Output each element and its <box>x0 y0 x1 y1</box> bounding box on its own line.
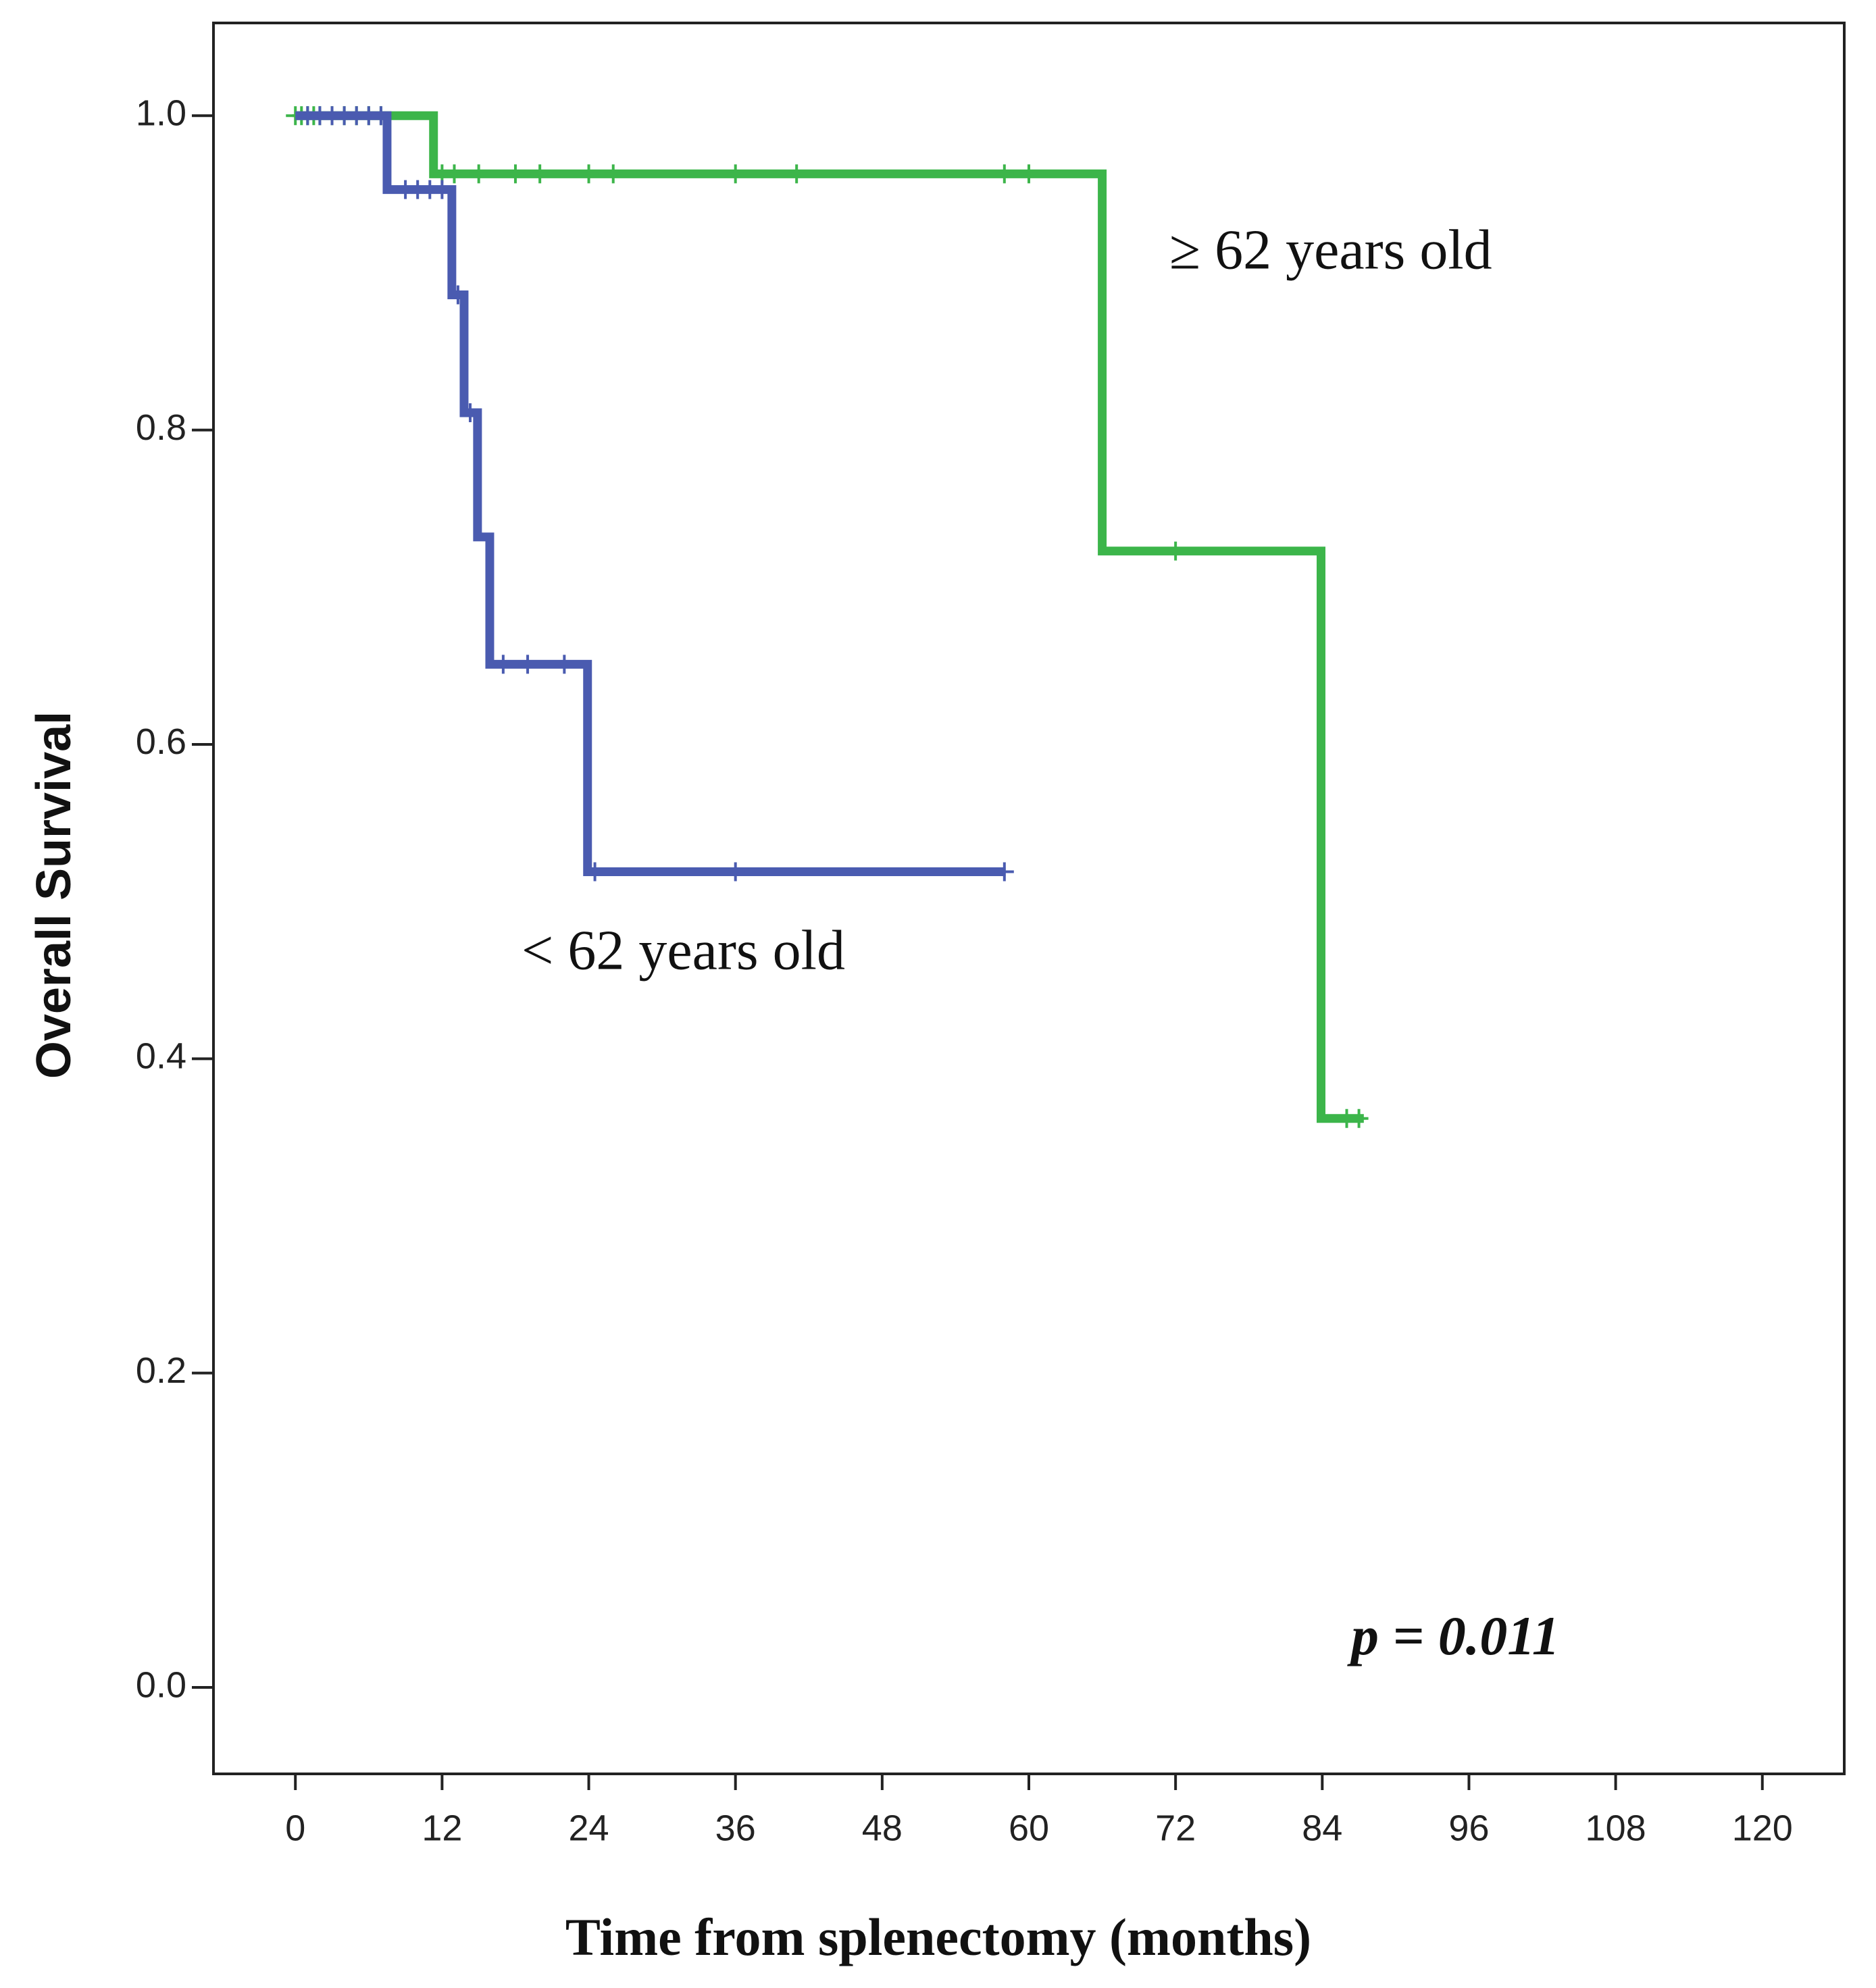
censor-mark <box>603 164 623 184</box>
x-tick-label: 24 <box>569 1808 609 1848</box>
x-tick-label: 36 <box>715 1808 756 1848</box>
x-tick-label: 84 <box>1302 1808 1342 1848</box>
survival-curve <box>295 111 1006 876</box>
censor-mark <box>726 862 745 882</box>
censor-mark <box>518 655 538 674</box>
p-value: p = 0.011 <box>1347 1605 1560 1666</box>
survival-curve <box>295 111 1364 1123</box>
censor-mark <box>371 106 390 126</box>
censor-mark <box>1166 541 1186 561</box>
censor-mark <box>994 862 1014 882</box>
censor-mark <box>994 164 1014 184</box>
x-tick-label: 96 <box>1448 1808 1489 1848</box>
censor-mark <box>469 164 488 184</box>
x-axis-label: Time from splenectomy (months) <box>565 1908 1311 1966</box>
censor-mark <box>787 164 807 184</box>
x-tick-label: 120 <box>1732 1808 1793 1848</box>
y-tick-label: 0.4 <box>136 1036 186 1077</box>
censor-mark <box>448 285 467 305</box>
censor-mark <box>493 655 513 674</box>
y-tick-label: 0.0 <box>136 1664 186 1705</box>
x-tick-label: 72 <box>1155 1808 1196 1848</box>
y-tick-label: 1.0 <box>136 93 186 134</box>
x-tick-label: 12 <box>422 1808 462 1848</box>
censor-mark <box>585 862 605 882</box>
censor-mark <box>555 655 574 674</box>
censor-mark <box>461 403 480 423</box>
x-tick-label: 48 <box>862 1808 903 1848</box>
x-tick-label: 60 <box>1009 1808 1049 1848</box>
series-label: < 62 years old <box>522 919 845 982</box>
x-tick-label: 0 <box>285 1808 305 1848</box>
censor-mark <box>1019 164 1038 184</box>
censor-mark <box>530 164 550 184</box>
censor-mark <box>432 180 452 199</box>
y-axis-label: Overall Survival <box>27 711 81 1079</box>
y-tick-label: 0.8 <box>136 407 186 448</box>
censor-mark <box>579 164 599 184</box>
censor-mark <box>505 164 525 184</box>
censor-mark <box>445 164 464 184</box>
y-tick-label: 0.2 <box>136 1350 186 1391</box>
censor-mark <box>1349 1108 1369 1128</box>
x-tick-label: 108 <box>1586 1808 1646 1848</box>
censor-mark <box>726 164 745 184</box>
series-label: ≥ 62 years old <box>1169 218 1492 281</box>
y-tick-label: 0.6 <box>136 721 186 762</box>
